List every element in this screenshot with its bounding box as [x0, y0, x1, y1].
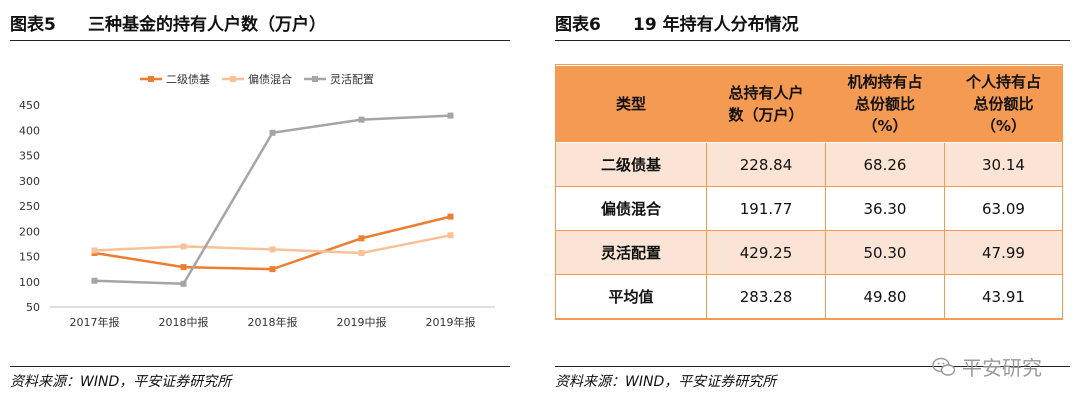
header-total-holders: 总持有人户 数（万户） [706, 65, 826, 143]
cell-value: 68.26 [825, 142, 945, 187]
watermark-text: 平安研究 [962, 356, 1042, 380]
cell-value: 283.28 [706, 274, 826, 319]
data-point [269, 246, 276, 253]
figure-title-left: 图表5 三种基金的持有人户数（万户） [10, 10, 510, 36]
cell-type: 灵活配置 [556, 230, 707, 275]
data-point [358, 249, 365, 256]
y-tick-label: 450 [19, 99, 40, 112]
data-point [269, 129, 276, 136]
title-rule-right [555, 40, 1070, 41]
data-point [180, 280, 187, 287]
source-note-right: 资料来源：WIND，平安证券研究所 [555, 374, 777, 390]
cell-value: 36.30 [825, 186, 945, 231]
data-point [180, 243, 187, 250]
x-tick-label: 2018中报 [159, 315, 209, 329]
wechat-icon [932, 357, 956, 376]
y-tick-label: 350 [19, 150, 40, 163]
table-row: 平均值 283.28 49.80 43.91 [556, 274, 1062, 319]
data-point [447, 112, 454, 119]
data-point [180, 264, 187, 271]
table-row: 二级债基 228.84 68.26 30.14 [556, 142, 1062, 187]
header-institutional-share: 机构持有占 总份额比 （%） [825, 65, 945, 143]
table-row: 偏债混合 191.77 36.30 63.09 [556, 186, 1062, 231]
data-point [269, 266, 276, 273]
data-point [447, 213, 454, 220]
cell-type: 偏债混合 [556, 186, 707, 231]
left-figure: 图表5 三种基金的持有人户数（万户） 50 100 150 200 250 300 350 40… [10, 0, 510, 411]
figure-number-right: 图表6 [555, 15, 601, 35]
cell-value: 228.84 [706, 142, 826, 187]
data-point [91, 277, 98, 284]
header-individual-share: 个人持有占 总份额比 （%） [944, 65, 1062, 143]
y-tick-label: 250 [19, 200, 40, 213]
line-chart: 50 100 150 200 250 300 350 400 450 2017年报 2018中报 20… [19, 72, 495, 329]
legend-swatch-marker [312, 76, 318, 82]
y-tick-label: 400 [19, 124, 40, 137]
source-rule-right [555, 366, 1070, 367]
y-tick-label: 200 [19, 225, 40, 238]
watermark: 平安研究 [932, 352, 1042, 381]
cell-value: 50.30 [825, 230, 945, 275]
legend-label: 偏债混合 [248, 72, 292, 86]
source-rule-left [10, 366, 510, 367]
x-tick-label: 2019中报 [337, 315, 387, 329]
distribution-table: 类型 总持有人户 数（万户） 机构持有占 总份额比 （%） 个人持有占 总份额比 （%） … [555, 64, 1063, 320]
data-point [91, 247, 98, 254]
data-point [447, 232, 454, 239]
series-line-1 [94, 215, 451, 271]
cell-type: 二级债基 [556, 142, 707, 187]
table-header-row: 类型 总持有人户 数（万户） 机构持有占 总份额比 （%） 个人持有占 总份额比 （%） [556, 65, 1062, 143]
y-tick-label: 150 [19, 251, 40, 264]
cell-value: 43.91 [944, 274, 1062, 319]
legend-label: 灵活配置 [330, 73, 374, 86]
cell-value: 63.09 [944, 186, 1062, 231]
legend-swatch-marker [230, 76, 236, 82]
figure-caption-left: 三种基金的持有人户数（万户） [88, 15, 326, 35]
title-rule-left [10, 40, 510, 41]
right-figure: 图表6 19 年持有人分布情况 类型 总持有人户 数（万户） 机构持有占 总份额比 （%… [555, 0, 1070, 411]
x-tick-label: 2017年报 [70, 315, 120, 329]
data-point [358, 116, 365, 123]
cell-value: 191.77 [706, 186, 826, 231]
cell-type: 平均值 [556, 274, 707, 319]
legend-swatch-marker [148, 76, 154, 82]
series-line-3 [94, 114, 451, 286]
cell-value: 30.14 [944, 142, 1062, 187]
cell-value: 49.80 [825, 274, 945, 319]
table-row: 灵活配置 429.25 50.30 47.99 [556, 230, 1062, 275]
x-tick-label: 2019年报 [426, 315, 476, 329]
y-tick-label: 300 [19, 175, 40, 188]
source-note-left: 资料来源：WIND，平安证券研究所 [10, 374, 232, 390]
figure-title-right: 图表6 19 年持有人分布情况 [555, 10, 1070, 36]
y-tick-label: 100 [19, 276, 40, 289]
figure-number-left: 图表5 [10, 15, 56, 35]
y-tick-label: 50 [26, 301, 40, 314]
data-point [358, 235, 365, 242]
header-type: 类型 [556, 65, 707, 143]
legend-label: 二级债基 [166, 72, 210, 86]
cell-value: 429.25 [706, 230, 826, 275]
x-tick-label: 2018年报 [248, 315, 298, 329]
cell-value: 47.99 [944, 230, 1062, 275]
figure-caption-right: 19 年持有人分布情况 [633, 15, 799, 35]
